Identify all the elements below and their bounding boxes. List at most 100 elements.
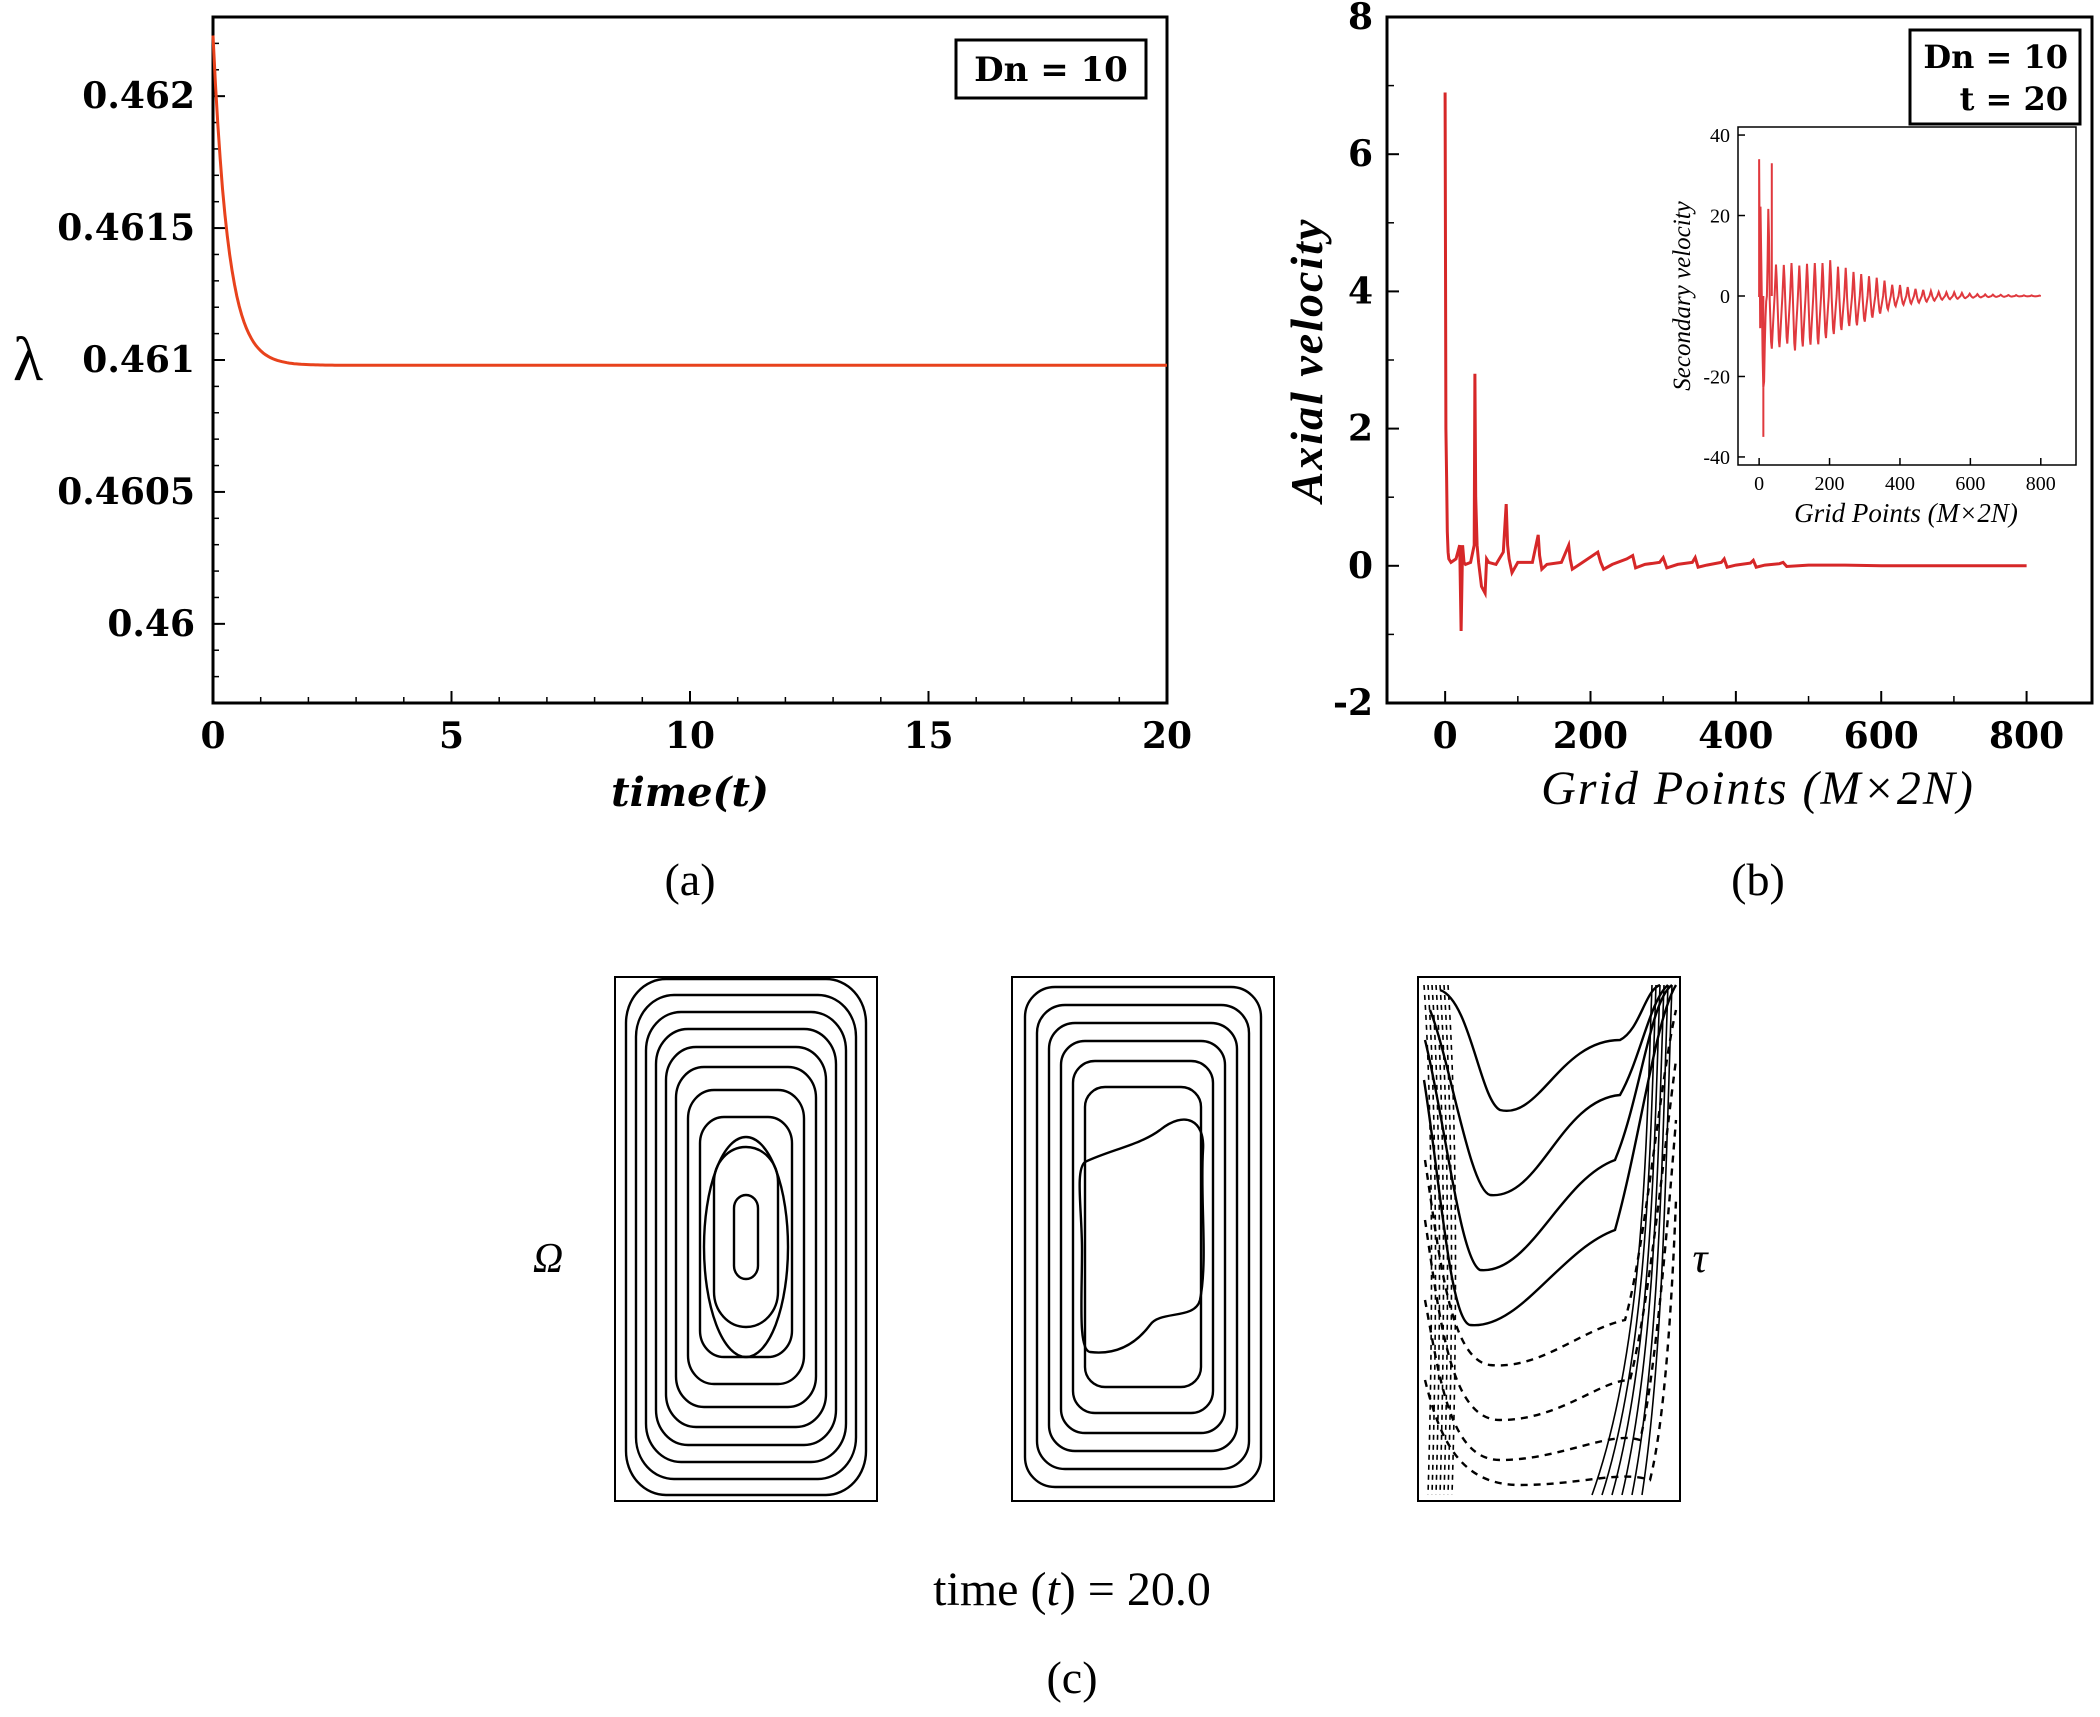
panel-a-legend: Dn = 10 — [974, 50, 1128, 90]
panel-b-legend-box — [1908, 28, 2082, 126]
tau-dashed-contour-line — [1423, 1059, 1678, 1422]
panel-a-legend-box — [954, 38, 1148, 100]
inset-xtick-label: 600 — [1955, 473, 1985, 495]
panel-c-label: (c) — [1046, 1652, 1097, 1703]
tau-wall-contour-line — [1447, 984, 1457, 1496]
tau-wall-contour-line — [1443, 984, 1453, 1496]
inset-x-axis-label: Grid Points (M×2N) — [1794, 498, 2018, 528]
b-ytick-label: 4 — [1348, 270, 1373, 312]
inset-xtick-label: 0 — [1754, 473, 1764, 495]
b-xtick-label: 600 — [1844, 715, 1919, 757]
mid-contour-line — [1047, 1021, 1239, 1453]
panel-b-y-axis-label: Axial velocity — [1281, 218, 1332, 506]
tau-contour-line — [1423, 984, 1673, 1272]
b-ytick-label: 0 — [1348, 545, 1373, 587]
mid-contour-line — [1023, 985, 1263, 1489]
panel-a-label: (a) — [664, 854, 715, 905]
time-caption: time (t) = 20.0 — [933, 1563, 1211, 1616]
tau-contour-plot — [1417, 976, 1681, 1502]
tau-wall-contour-line — [1427, 984, 1437, 1496]
inset-y-axis-label: Secondary velocity — [1669, 200, 1696, 390]
mid-contour-line — [1059, 1039, 1227, 1435]
tau-wall-contour-line — [1423, 984, 1433, 1496]
b-xtick-label: 0 — [1433, 715, 1458, 757]
secondary-velocity-series-line — [1758, 159, 2042, 437]
tau-wall-contour-line — [1435, 984, 1445, 1496]
mid-contour-line — [1083, 1085, 1203, 1389]
axial-velocity-series-line — [1443, 92, 2027, 632]
inset-ytick-label: 40 — [1710, 125, 1730, 147]
a-ytick-label: 0.462 — [82, 75, 195, 117]
inset-ytick-label: 20 — [1710, 206, 1730, 228]
tau-label: τ — [1692, 1236, 1709, 1282]
lambda-series-line — [211, 35, 1167, 367]
tau-wall-contour-line — [1611, 984, 1661, 1496]
omega-contour-line — [732, 1193, 760, 1281]
tau-box-frame — [1417, 976, 1681, 1502]
omega-contour-line — [644, 1010, 848, 1464]
mid-contour-line — [1078, 1118, 1205, 1354]
inset-ytick-label: -40 — [1703, 447, 1730, 469]
middle-box-frame — [1011, 976, 1275, 1502]
a-xtick-label: 20 — [1142, 715, 1192, 757]
a-xtick-label: 10 — [665, 715, 715, 757]
tau-dashed-contour-line — [1423, 1009, 1678, 1367]
tau-contour-line — [1439, 983, 1661, 1113]
panel-b-legend-dn: Dn = 10 — [1923, 38, 2068, 76]
inset-xtick-label: 400 — [1885, 473, 1915, 495]
omega-contour-line — [624, 977, 868, 1497]
tau-wall-contour-line — [1641, 984, 1673, 1496]
mid-contour-line — [1035, 1003, 1251, 1471]
a-ytick-label: 0.461 — [82, 339, 195, 381]
a-xtick-label: 15 — [903, 715, 953, 757]
tau-wall-contour-line — [1439, 984, 1449, 1496]
omega-contour-line — [664, 1045, 828, 1429]
panel-a-chart: 0.462 0.4615 0.461 0.4605 0.46 0 5 10 15 20 Dn =… — [13, 15, 1192, 905]
inset-xtick-label: 800 — [2026, 473, 2056, 495]
tau-wall-contour-line — [1591, 984, 1653, 1496]
panel-a-y-axis-label: λ — [13, 326, 43, 394]
a-ytick-label: 0.4605 — [57, 471, 195, 513]
a-xtick-label: 5 — [439, 715, 464, 757]
a-ytick-label: 0.4615 — [57, 207, 195, 249]
omega-contour-plot — [614, 976, 878, 1502]
panel-a-x-axis-label: time(t) — [611, 769, 769, 816]
panel-b-legend-t: t = 20 — [1960, 80, 2068, 118]
b-xtick-label: 200 — [1553, 715, 1628, 757]
omega-contour-line — [634, 993, 858, 1481]
secondary-flow-contour-plot — [1011, 976, 1275, 1502]
omega-contour-line — [654, 1027, 838, 1447]
omega-contour-line — [686, 1088, 806, 1386]
b-ytick-label: -2 — [1333, 682, 1373, 724]
tau-wall-contour-line — [1631, 984, 1669, 1496]
a-xtick-label: 0 — [200, 715, 225, 757]
inset-ytick-label: 0 — [1720, 286, 1730, 308]
omega-box-frame — [614, 976, 878, 1502]
tau-wall-contour-line — [1431, 984, 1441, 1496]
panel-b-x-axis-label: Grid Points (M×2N) — [1541, 762, 1975, 815]
b-ytick-label: 8 — [1348, 0, 1373, 38]
tau-contour-line — [1422, 984, 1678, 1327]
omega-label: Ω — [533, 1236, 563, 1282]
omega-contour-line — [712, 1145, 780, 1329]
b-ytick-label: 6 — [1348, 133, 1373, 175]
tau-dashed-contour-line — [1423, 1119, 1678, 1462]
tau-wall-contour-line — [1601, 984, 1657, 1496]
tau-dashed-contour-line — [1423, 1199, 1678, 1487]
panel-c-contours: Ω τ time (t) = 20.0 (c) — [533, 976, 1709, 1703]
b-xtick-label: 800 — [1989, 715, 2064, 757]
inset-xtick-label: 200 — [1815, 473, 1845, 495]
omega-contour-line — [702, 1135, 790, 1359]
omega-contour-line — [674, 1065, 818, 1409]
tau-contour-line — [1428, 984, 1669, 1197]
tau-wall-contour-line — [1621, 984, 1665, 1496]
panel-b-label: (b) — [1731, 854, 1785, 905]
a-ytick-label: 0.46 — [107, 603, 195, 645]
mid-contour-line — [1071, 1059, 1215, 1415]
b-xtick-label: 400 — [1698, 715, 1773, 757]
panel-a-frame — [211, 15, 1169, 705]
inset-ytick-label: -20 — [1703, 366, 1730, 388]
